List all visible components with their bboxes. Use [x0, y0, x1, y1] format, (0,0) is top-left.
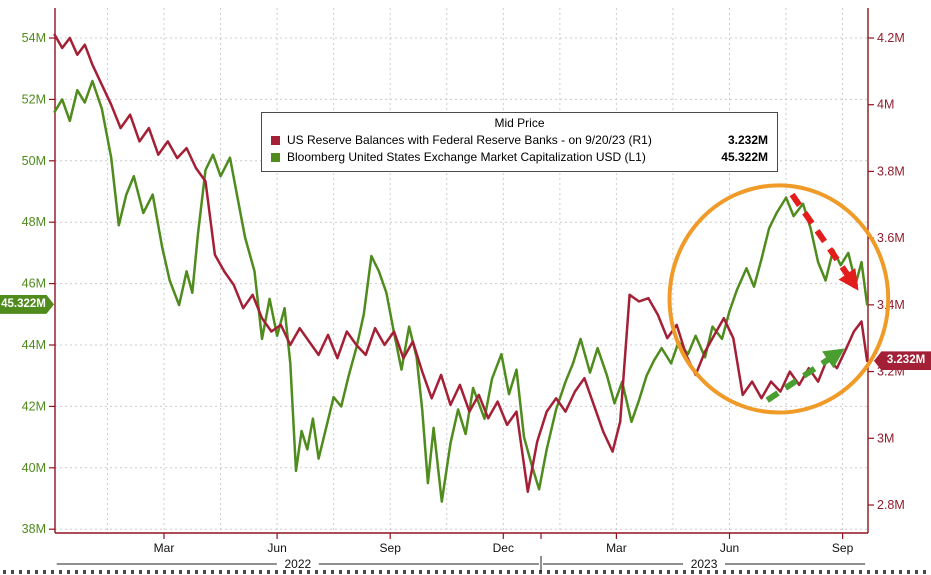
right-tick-label: 3.4M [877, 298, 905, 312]
marketcap-line [53, 79, 869, 503]
annotations [667, 183, 891, 415]
year-label: 2022 [284, 557, 311, 571]
left-tick-label: 50M [22, 154, 46, 168]
year-label: 2023 [691, 557, 718, 571]
right-tick-label: 3.6M [877, 231, 905, 245]
left-tick-label: 38M [22, 522, 46, 536]
reserves-series-label: US Reserve Balances with Federal Reserve… [287, 133, 652, 147]
chart-legend: Mid Price US Reserve Balances with Feder… [261, 112, 778, 172]
series-lines [53, 33, 869, 503]
right-tick-label: 4.2M [877, 31, 905, 45]
month-tick-label: Dec [493, 541, 514, 555]
left-tick-label: 52M [22, 92, 46, 106]
left-tick-label: 46M [22, 277, 46, 291]
legend-title: Mid Price [494, 116, 545, 130]
left-tick-label: 42M [22, 399, 46, 413]
month-tick-label: Mar [154, 541, 175, 555]
month-tick-label: Sep [832, 541, 854, 555]
month-tick-label: Jun [267, 541, 286, 555]
left-tick-label: 48M [22, 215, 46, 229]
marketcap-series-label: Bloomberg United States Exchange Market … [287, 150, 646, 164]
right-tick-label: 3.8M [877, 164, 905, 178]
reserves-series-swatch [271, 136, 280, 145]
month-tick-label: Sep [380, 541, 402, 555]
left-tick-label: 54M [22, 31, 46, 45]
right-tick-label: 4M [877, 98, 894, 112]
legend-row-reserves: US Reserve Balances with Federal Reserve… [271, 132, 768, 149]
reserves-line [53, 33, 869, 493]
legend-row-marketcap: Bloomberg United States Exchange Market … [271, 149, 768, 166]
highlight-circle [667, 183, 891, 415]
right-tick-label: 3M [877, 431, 894, 445]
down-arrow [789, 192, 859, 291]
cropped-bottom-text [3, 570, 928, 574]
reserves-series-value: 3.232M [727, 133, 768, 147]
right-tick-label: 2.8M [877, 498, 905, 512]
gridlines [55, 8, 868, 533]
reserves-last-value-tag: 3.232M [874, 351, 931, 371]
marketcap-last-value-tag: 45.322M [0, 294, 54, 314]
month-tick-label: Jun [720, 541, 739, 555]
axes: 54M 52M 50M 48M 46M 44M 42M 40M 38M 4.2M 4M 3.8M 3.6… [22, 8, 905, 572]
up-arrow [765, 348, 845, 403]
marketcap-series-swatch [271, 153, 280, 162]
marketcap-series-value: 45.322M [721, 150, 768, 164]
month-tick-label: Mar [606, 541, 627, 555]
left-tick-label: 44M [22, 338, 46, 352]
left-tick-label: 40M [22, 461, 46, 475]
